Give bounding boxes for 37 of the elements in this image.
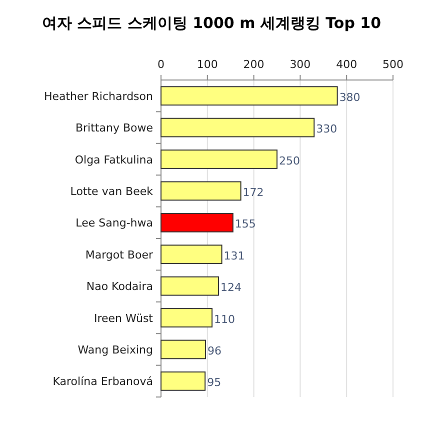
bar xyxy=(160,212,234,232)
x-tick-label: 200 xyxy=(243,58,264,71)
data-label: 330 xyxy=(316,122,338,136)
y-tick-label: Lotte van Beek xyxy=(70,184,154,198)
data-label: 124 xyxy=(220,281,242,294)
x-tick-label: 400 xyxy=(336,58,358,71)
y-tick-label: Nao Kodaira xyxy=(86,280,153,294)
bar xyxy=(160,371,206,391)
y-tick-label: Lee Sang-hwa xyxy=(76,216,153,230)
bar xyxy=(160,181,242,201)
data-label: 380 xyxy=(339,90,360,104)
data-label: 95 xyxy=(207,376,222,390)
bar xyxy=(160,308,213,328)
y-tick-label: Heather Richardson xyxy=(44,90,154,103)
y-tick-label: Ireen Wüst xyxy=(94,312,154,325)
data-label: 155 xyxy=(234,218,256,231)
x-tick-label: 300 xyxy=(290,58,311,71)
bar xyxy=(160,340,206,360)
bar xyxy=(160,86,338,106)
y-tick-label: Olga Fatkulina xyxy=(74,153,153,166)
chart-title: 여자 스피드 스케이팅 1000 m 세계랭킹 Top 10 xyxy=(42,14,382,32)
y-tick-label: Karolína Erbanová xyxy=(52,375,153,388)
x-tick-label: 100 xyxy=(196,58,218,71)
data-label: 96 xyxy=(208,344,222,358)
bar xyxy=(160,244,222,264)
y-tick-label: Wang Beixing xyxy=(78,343,153,356)
data-label: 131 xyxy=(224,249,245,262)
bar xyxy=(160,150,278,169)
x-tick-label: 500 xyxy=(382,58,404,71)
bar xyxy=(160,118,315,138)
bar xyxy=(160,276,220,296)
y-tick-label: Margot Boer xyxy=(85,248,154,262)
data-label: 110 xyxy=(214,312,236,326)
y-tick-label: Brittany Bowe xyxy=(75,122,154,135)
x-tick-label: 0 xyxy=(158,58,164,71)
data-label: 250 xyxy=(279,154,300,168)
data-label: 172 xyxy=(242,186,264,199)
